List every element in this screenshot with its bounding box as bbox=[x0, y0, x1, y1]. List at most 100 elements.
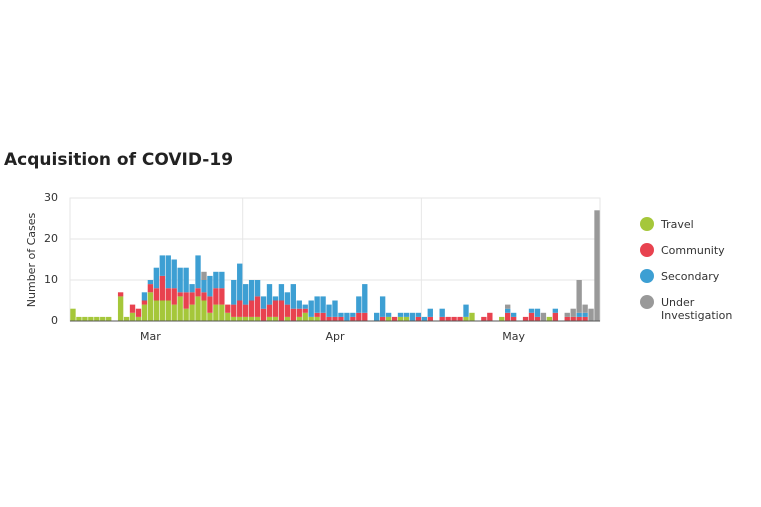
bar-segment bbox=[284, 304, 291, 317]
bar-segment bbox=[290, 284, 296, 309]
bar-segment bbox=[510, 312, 517, 317]
bar-segment bbox=[332, 316, 338, 321]
legend-item[interactable]: Community bbox=[640, 242, 750, 257]
bar-segment bbox=[147, 280, 154, 285]
bar-segment bbox=[314, 296, 320, 313]
bar-segment bbox=[195, 288, 201, 297]
bar-segment bbox=[183, 267, 189, 293]
bar-segment bbox=[540, 312, 547, 321]
bar-segment bbox=[272, 300, 279, 317]
bar-segment bbox=[141, 292, 148, 301]
bar-segment bbox=[451, 316, 457, 321]
bar-segment bbox=[231, 280, 237, 305]
bar-segment bbox=[248, 280, 255, 301]
legend-swatch bbox=[640, 243, 654, 257]
bar-segment bbox=[344, 312, 350, 321]
bar-segment bbox=[469, 312, 475, 321]
x-tick-label: May bbox=[502, 330, 525, 343]
bar-segment bbox=[266, 304, 273, 317]
bar-segment bbox=[165, 300, 171, 321]
legend-label: Community bbox=[661, 244, 725, 257]
bar-segment bbox=[421, 316, 428, 321]
bar-segment bbox=[266, 284, 273, 305]
bar-segment bbox=[225, 304, 231, 313]
bar-segment bbox=[296, 316, 302, 321]
bar-segment bbox=[510, 316, 517, 321]
bar-segment bbox=[505, 304, 511, 309]
bar-segment bbox=[457, 316, 463, 321]
y-tick-label: 0 bbox=[51, 314, 58, 327]
bar-segment bbox=[391, 316, 398, 321]
bar-segment bbox=[528, 308, 535, 313]
bar-segment bbox=[183, 308, 189, 321]
bar-segment bbox=[505, 312, 511, 321]
bar-segment bbox=[177, 292, 183, 297]
bar-segment bbox=[302, 312, 308, 321]
bar-segment bbox=[171, 288, 177, 305]
legend-label: Under Investigation bbox=[661, 296, 733, 322]
bar-segment bbox=[225, 312, 231, 321]
bar-segment bbox=[248, 300, 255, 317]
bar-segment bbox=[123, 316, 130, 321]
bar-segment bbox=[534, 316, 541, 321]
bar-segment bbox=[201, 292, 207, 301]
legend-label: Secondary bbox=[661, 270, 720, 283]
bar-segment bbox=[189, 304, 195, 321]
bar-segment bbox=[159, 255, 165, 276]
bar-segment bbox=[576, 312, 582, 317]
bar-segment bbox=[82, 316, 88, 321]
bar-segment bbox=[76, 316, 82, 321]
bar-segment bbox=[528, 312, 535, 321]
legend-swatch bbox=[640, 269, 654, 283]
bar-segment bbox=[141, 304, 148, 321]
bar-segment bbox=[248, 316, 255, 321]
bar-segment bbox=[415, 316, 422, 321]
bar-segment bbox=[219, 271, 225, 289]
bar-segment bbox=[296, 300, 302, 309]
bar-segment bbox=[356, 312, 362, 321]
bar-segment bbox=[302, 308, 308, 313]
chart-title: Acquisition of COVID-19 bbox=[4, 150, 233, 170]
bar-segment bbox=[207, 312, 213, 321]
bar-segment bbox=[117, 292, 124, 297]
bar-segment bbox=[237, 263, 243, 301]
bar-segment bbox=[195, 255, 201, 289]
bar-segment bbox=[564, 312, 570, 317]
bar-segment bbox=[242, 316, 249, 321]
bar-segment bbox=[242, 284, 249, 305]
bar-segment bbox=[177, 296, 183, 321]
bar-segment bbox=[153, 288, 160, 301]
bar-segment bbox=[129, 304, 136, 313]
legend: Travel Community Secondary Under Investigat… bbox=[640, 216, 750, 333]
bar-segment bbox=[415, 312, 422, 317]
bar-segment bbox=[427, 316, 433, 321]
bar-segment bbox=[260, 296, 267, 309]
bar-segment bbox=[356, 296, 362, 313]
legend-item[interactable]: Secondary bbox=[640, 268, 750, 283]
bar-segment bbox=[320, 312, 326, 321]
bar-segment bbox=[570, 308, 576, 317]
bar-segment bbox=[213, 271, 219, 289]
bar-segment bbox=[284, 292, 291, 305]
bar-segment bbox=[213, 304, 219, 321]
bar-segment bbox=[326, 316, 332, 321]
bar-segment bbox=[522, 316, 529, 321]
bar-segment bbox=[189, 284, 195, 293]
legend-swatch bbox=[640, 217, 654, 231]
bar-segment bbox=[153, 300, 160, 321]
legend-item[interactable]: Travel bbox=[640, 216, 750, 231]
y-tick-label: 10 bbox=[44, 273, 58, 286]
bar-segment bbox=[254, 296, 261, 317]
bar-segment bbox=[153, 267, 160, 289]
bar-segment bbox=[588, 308, 594, 321]
bar-segment bbox=[505, 308, 511, 313]
bar-segment bbox=[201, 300, 207, 321]
bar-segment bbox=[135, 308, 142, 317]
legend-item[interactable]: Under Investigation bbox=[640, 294, 750, 322]
bar-segment bbox=[219, 304, 225, 321]
bar-segment bbox=[385, 316, 392, 321]
x-tick-label: Mar bbox=[140, 330, 161, 343]
bar-segment bbox=[320, 296, 326, 313]
bar-segment bbox=[147, 284, 154, 293]
